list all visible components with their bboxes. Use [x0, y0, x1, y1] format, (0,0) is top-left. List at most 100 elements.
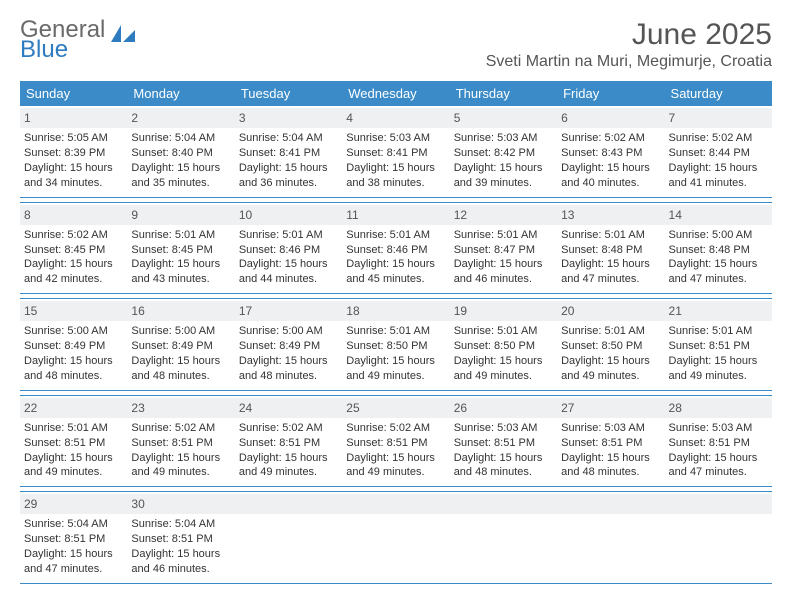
day-number: 16 — [127, 301, 234, 321]
daylight-text: Daylight: 15 hours — [131, 451, 230, 466]
daylight-text: Daylight: 15 hours — [346, 161, 445, 176]
day-cell: 5Sunrise: 5:03 AMSunset: 8:42 PMDaylight… — [450, 106, 557, 197]
sunrise-text: Sunrise: 5:03 AM — [346, 131, 445, 146]
month-title: June 2025 — [486, 18, 772, 51]
day-number: 29 — [20, 494, 127, 514]
sunset-text: Sunset: 8:45 PM — [24, 243, 123, 258]
sunset-text: Sunset: 8:46 PM — [346, 243, 445, 258]
day-number: 14 — [665, 205, 772, 225]
day-cell: 28Sunrise: 5:03 AMSunset: 8:51 PMDayligh… — [665, 396, 772, 487]
daylight-text: and 46 minutes. — [454, 272, 553, 287]
dow-tuesday: Tuesday — [235, 81, 342, 106]
sunset-text: Sunset: 8:40 PM — [131, 146, 230, 161]
sunrise-text: Sunrise: 5:02 AM — [131, 421, 230, 436]
daylight-text: and 35 minutes. — [131, 176, 230, 191]
day-cell: 11Sunrise: 5:01 AMSunset: 8:46 PMDayligh… — [342, 203, 449, 294]
sunrise-text: Sunrise: 5:01 AM — [346, 228, 445, 243]
daylight-text: and 48 minutes. — [561, 465, 660, 480]
sunrise-text: Sunrise: 5:03 AM — [561, 421, 660, 436]
daylight-text: and 49 minutes. — [454, 369, 553, 384]
dow-monday: Monday — [127, 81, 234, 106]
day-number: 10 — [235, 205, 342, 225]
sunrise-text: Sunrise: 5:04 AM — [24, 517, 123, 532]
sunrise-text: Sunrise: 5:05 AM — [24, 131, 123, 146]
daylight-text: and 48 minutes. — [24, 369, 123, 384]
sunset-text: Sunset: 8:50 PM — [454, 339, 553, 354]
daylight-text: Daylight: 15 hours — [239, 257, 338, 272]
week-row: 8Sunrise: 5:02 AMSunset: 8:45 PMDaylight… — [20, 202, 772, 295]
dow-saturday: Saturday — [665, 81, 772, 106]
sunrise-text: Sunrise: 5:02 AM — [669, 131, 768, 146]
sunrise-text: Sunrise: 5:01 AM — [561, 324, 660, 339]
daylight-text: and 49 minutes. — [24, 465, 123, 480]
calendar: Sunday Monday Tuesday Wednesday Thursday… — [20, 81, 772, 584]
daylight-text: and 49 minutes. — [239, 465, 338, 480]
empty-day — [665, 494, 772, 514]
sunset-text: Sunset: 8:51 PM — [239, 436, 338, 451]
dow-wednesday: Wednesday — [342, 81, 449, 106]
sunset-text: Sunset: 8:49 PM — [131, 339, 230, 354]
sunrise-text: Sunrise: 5:03 AM — [454, 131, 553, 146]
sunset-text: Sunset: 8:50 PM — [346, 339, 445, 354]
sunset-text: Sunset: 8:50 PM — [561, 339, 660, 354]
sunrise-text: Sunrise: 5:00 AM — [131, 324, 230, 339]
sunrise-text: Sunrise: 5:02 AM — [24, 228, 123, 243]
sunset-text: Sunset: 8:45 PM — [131, 243, 230, 258]
day-cell: 6Sunrise: 5:02 AMSunset: 8:43 PMDaylight… — [557, 106, 664, 197]
sunset-text: Sunset: 8:51 PM — [454, 436, 553, 451]
daylight-text: and 36 minutes. — [239, 176, 338, 191]
daylight-text: Daylight: 15 hours — [346, 354, 445, 369]
daylight-text: and 49 minutes. — [346, 369, 445, 384]
location: Sveti Martin na Muri, Megimurje, Croatia — [486, 53, 772, 71]
day-cell: 3Sunrise: 5:04 AMSunset: 8:41 PMDaylight… — [235, 106, 342, 197]
sunset-text: Sunset: 8:51 PM — [24, 532, 123, 547]
daylight-text: and 38 minutes. — [346, 176, 445, 191]
daylight-text: Daylight: 15 hours — [561, 161, 660, 176]
sunrise-text: Sunrise: 5:01 AM — [24, 421, 123, 436]
daylight-text: Daylight: 15 hours — [131, 257, 230, 272]
daylight-text: Daylight: 15 hours — [454, 161, 553, 176]
daylight-text: Daylight: 15 hours — [454, 451, 553, 466]
daylight-text: Daylight: 15 hours — [239, 354, 338, 369]
daylight-text: Daylight: 15 hours — [669, 161, 768, 176]
day-cell: 2Sunrise: 5:04 AMSunset: 8:40 PMDaylight… — [127, 106, 234, 197]
day-cell: 18Sunrise: 5:01 AMSunset: 8:50 PMDayligh… — [342, 299, 449, 390]
day-number: 20 — [557, 301, 664, 321]
daylight-text: Daylight: 15 hours — [24, 354, 123, 369]
sunset-text: Sunset: 8:41 PM — [346, 146, 445, 161]
week-row: 1Sunrise: 5:05 AMSunset: 8:39 PMDaylight… — [20, 106, 772, 198]
dow-friday: Friday — [557, 81, 664, 106]
sunrise-text: Sunrise: 5:03 AM — [454, 421, 553, 436]
sunset-text: Sunset: 8:51 PM — [669, 436, 768, 451]
daylight-text: and 43 minutes. — [131, 272, 230, 287]
day-cell: 25Sunrise: 5:02 AMSunset: 8:51 PMDayligh… — [342, 396, 449, 487]
day-cell: 26Sunrise: 5:03 AMSunset: 8:51 PMDayligh… — [450, 396, 557, 487]
day-cell: 7Sunrise: 5:02 AMSunset: 8:44 PMDaylight… — [665, 106, 772, 197]
week-row: 15 Sunrise: 5:00 AMSunset: 8:49 PM Dayligh… — [20, 298, 772, 391]
day-cell: 8Sunrise: 5:02 AMSunset: 8:45 PMDaylight… — [20, 203, 127, 294]
day-number: 21 — [665, 301, 772, 321]
daylight-text: and 47 minutes. — [24, 562, 123, 577]
sunset-text: Sunset: 8:51 PM — [561, 436, 660, 451]
sunset-text: Sunset: 8:51 PM — [131, 436, 230, 451]
daylight-text: Daylight: 15 hours — [131, 161, 230, 176]
day-cell: 17Sunrise: 5:00 AMSunset: 8:49 PMDayligh… — [235, 299, 342, 390]
day-number: 15 — [20, 301, 127, 321]
day-number: 13 — [557, 205, 664, 225]
empty-day — [557, 494, 664, 514]
daylight-text: and 46 minutes. — [131, 562, 230, 577]
daylight-text: and 34 minutes. — [24, 176, 123, 191]
day-number: 4 — [342, 108, 449, 128]
daylight-text: and 42 minutes. — [24, 272, 123, 287]
sunrise-text: Sunrise: 5:01 AM — [454, 228, 553, 243]
empty-day — [342, 494, 449, 514]
day-cell: 30Sunrise: 5:04 AMSunset: 8:51 PMDayligh… — [127, 492, 234, 583]
daylight-text: and 49 minutes. — [131, 465, 230, 480]
sunrise-text: Sunrise: 5:02 AM — [346, 421, 445, 436]
daylight-text: Daylight: 15 hours — [24, 547, 123, 562]
day-number: 24 — [235, 398, 342, 418]
day-cell: 29 Sunrise: 5:04 AMSunset: 8:51 PMDayligh… — [20, 492, 127, 583]
daylight-text: Daylight: 15 hours — [131, 547, 230, 562]
day-cell: 20Sunrise: 5:01 AMSunset: 8:50 PMDayligh… — [557, 299, 664, 390]
day-number: 8 — [20, 205, 127, 225]
